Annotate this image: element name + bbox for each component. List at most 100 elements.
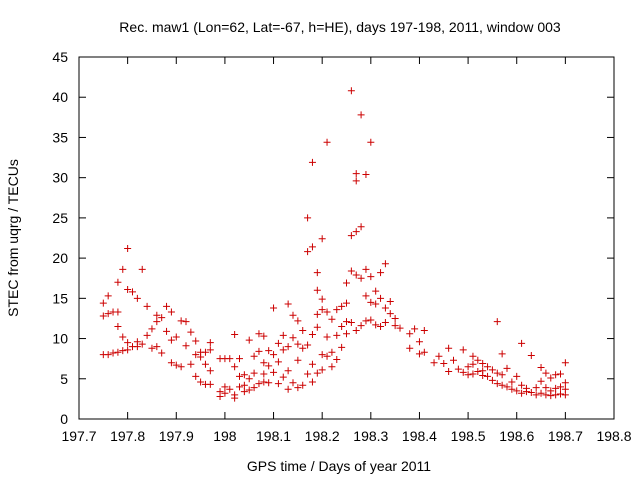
data-point xyxy=(221,383,229,391)
data-point xyxy=(333,355,341,363)
data-point xyxy=(338,302,346,310)
x-tick-label: 198.3 xyxy=(353,428,388,444)
data-point xyxy=(333,331,341,339)
data-point xyxy=(304,214,312,222)
axis-ticks xyxy=(78,56,615,420)
data-point xyxy=(143,302,151,310)
data-point xyxy=(440,359,448,367)
data-point xyxy=(231,363,239,371)
data-point xyxy=(469,370,477,378)
tick-labels: 197.7 197.8 197.9 198 198.1 198.2 198.3 198.4 19… xyxy=(52,49,631,444)
data-point xyxy=(299,381,307,389)
data-point xyxy=(435,352,443,360)
data-point xyxy=(163,302,171,310)
data-point xyxy=(231,331,239,339)
data-point xyxy=(245,375,253,383)
data-point xyxy=(284,300,292,308)
data-point xyxy=(138,340,146,348)
data-point xyxy=(372,287,380,295)
x-tick-label: 198.1 xyxy=(256,428,291,444)
data-point xyxy=(153,311,161,319)
data-point xyxy=(304,370,312,378)
data-point xyxy=(450,356,457,364)
data-point xyxy=(372,300,380,308)
x-tick-label: 197.8 xyxy=(110,428,145,444)
data-point xyxy=(343,299,350,307)
data-points xyxy=(99,87,569,402)
data-point xyxy=(386,310,394,318)
data-point xyxy=(274,380,282,388)
data-point xyxy=(308,158,316,166)
data-point xyxy=(347,232,355,240)
data-point xyxy=(561,379,569,387)
data-point xyxy=(318,366,326,374)
data-point xyxy=(391,322,399,330)
data-point xyxy=(503,364,511,372)
x-tick-label: 198.4 xyxy=(402,428,437,444)
data-point xyxy=(498,350,506,358)
data-point xyxy=(221,389,229,397)
data-point xyxy=(479,372,487,380)
data-point xyxy=(459,346,467,354)
data-point xyxy=(226,385,234,393)
data-point xyxy=(445,344,453,352)
data-point xyxy=(294,317,302,325)
data-point xyxy=(488,366,496,374)
y-tick-label: 30 xyxy=(52,170,68,186)
data-point xyxy=(532,384,540,392)
data-point xyxy=(124,346,132,354)
data-point xyxy=(542,391,550,399)
data-point xyxy=(323,352,331,360)
data-point xyxy=(245,386,253,394)
data-point xyxy=(343,318,350,326)
data-point xyxy=(557,390,564,398)
data-point xyxy=(308,331,316,339)
data-point xyxy=(381,304,389,312)
data-point xyxy=(270,304,278,312)
data-point xyxy=(216,392,224,400)
data-point xyxy=(279,373,287,381)
data-point xyxy=(391,314,399,322)
data-point xyxy=(343,330,350,338)
data-point xyxy=(352,177,360,185)
data-point xyxy=(153,343,161,351)
data-point xyxy=(357,322,365,330)
data-point xyxy=(99,299,107,307)
data-point xyxy=(226,355,234,363)
data-point xyxy=(513,387,521,395)
data-point xyxy=(138,265,146,273)
data-point xyxy=(192,351,200,359)
data-point xyxy=(109,349,117,357)
data-point xyxy=(308,360,316,368)
data-point xyxy=(99,312,107,320)
x-tick-label: 198.2 xyxy=(305,428,340,444)
data-point xyxy=(197,353,205,361)
data-point xyxy=(265,347,273,355)
data-point xyxy=(172,333,180,341)
data-point xyxy=(318,351,326,359)
data-point xyxy=(177,317,185,325)
data-point xyxy=(527,351,535,359)
data-point xyxy=(124,244,132,252)
data-point xyxy=(420,327,428,335)
data-point xyxy=(338,322,346,330)
data-point xyxy=(148,344,156,352)
data-point xyxy=(270,368,278,376)
data-point xyxy=(552,384,560,392)
data-point xyxy=(284,385,292,393)
data-point xyxy=(415,338,423,346)
data-point xyxy=(289,334,297,342)
data-point xyxy=(167,359,175,367)
data-point xyxy=(323,138,331,146)
data-point xyxy=(299,327,307,335)
data-point xyxy=(250,369,258,377)
x-axis-label: GPS time / Days of year 2011 xyxy=(247,458,431,474)
data-point xyxy=(187,360,195,368)
data-point xyxy=(119,347,127,355)
data-point xyxy=(250,352,258,360)
x-tick-label: 197.7 xyxy=(61,428,96,444)
data-point xyxy=(367,138,375,146)
data-point xyxy=(557,383,564,391)
data-point xyxy=(328,363,336,371)
